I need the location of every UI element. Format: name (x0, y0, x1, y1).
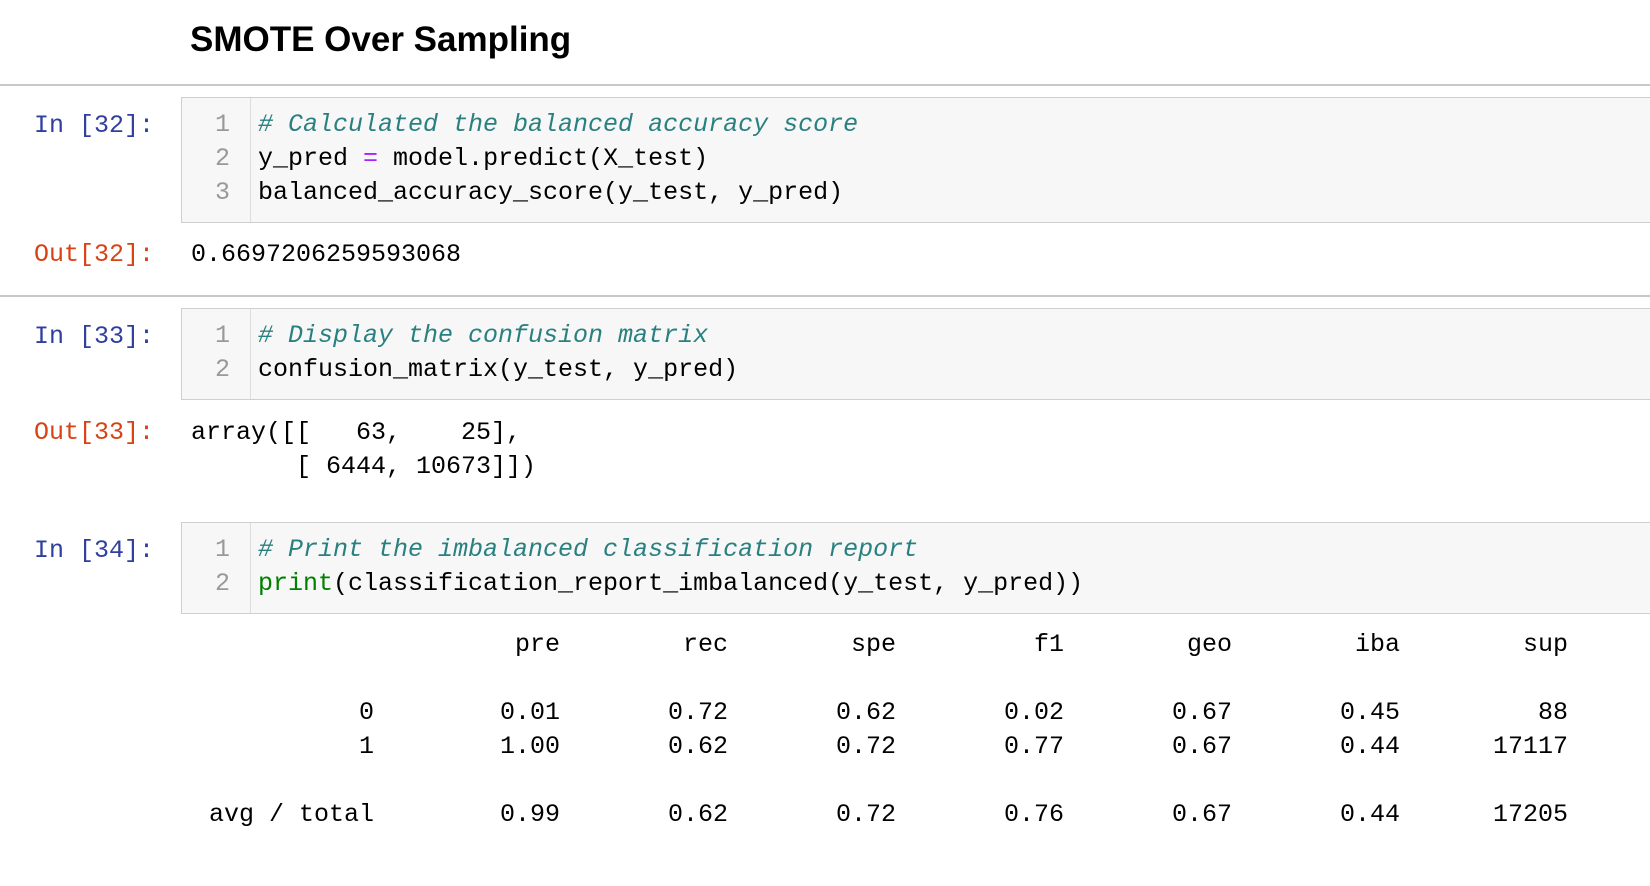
report-value: 0.02 (1003, 698, 1064, 727)
code-line: confusion_matrix(y_test, y_pred) (258, 355, 738, 384)
code-token: # Print the imbalanced classification re… (258, 535, 919, 564)
input-prompt: In [34]: (34, 536, 155, 565)
line-number: 3 (214, 178, 230, 207)
report-value: 0.99 (499, 800, 560, 829)
code-line: balanced_accuracy_score(y_test, y_pred) (258, 178, 843, 207)
report-value: 0.67 (1171, 800, 1232, 829)
report-value: 0.62 (667, 732, 728, 761)
report-header: rec (682, 630, 728, 659)
line-number: 1 (214, 110, 230, 139)
code-token: y_pred (258, 144, 364, 173)
code-cell: 1 2 # Display the confusion matrix confusio… (181, 308, 1650, 400)
report-header: geo (1186, 630, 1232, 659)
code-cell: 1 2 # Print the imbalanced classification … (181, 522, 1650, 614)
code-token: print (258, 569, 334, 598)
report-header: iba (1354, 630, 1400, 659)
report-header: sup (1522, 630, 1568, 659)
report-value: 0.01 (499, 698, 560, 727)
output-line: array([[ 63, 25], (191, 418, 522, 447)
report-value: 0.72 (835, 732, 896, 761)
report-value: 0.67 (1171, 698, 1232, 727)
gutter (182, 309, 251, 399)
report-value: 0.44 (1339, 800, 1400, 829)
code-line: # Calculated the balanced accuracy score (258, 110, 858, 139)
line-number: 2 (214, 355, 230, 384)
report-value: 88 (1537, 698, 1568, 727)
code-line: y_pred = model.predict(X_test) (258, 144, 708, 173)
heading: SMOTE Over Sampling (190, 20, 572, 59)
separator (0, 84, 1650, 86)
output-prompt: Out[33]: (34, 418, 155, 447)
report-value: 0.62 (835, 698, 896, 727)
output-line: [ 6444, 10673]]) (191, 452, 537, 481)
input-prompt: In [33]: (34, 322, 155, 351)
report-value: 0.67 (1171, 732, 1232, 761)
code-token: balanced_accuracy_score(y_test, y_pred) (258, 178, 844, 207)
report-header: f1 (1033, 630, 1064, 659)
code-line: # Print the imbalanced classification re… (258, 535, 918, 564)
report-value: 1.00 (499, 732, 560, 761)
report-row-label: 0 (358, 698, 374, 727)
code-token: # Display the confusion matrix (258, 321, 709, 350)
report-value: 0.44 (1339, 732, 1400, 761)
report-value: 17205 (1492, 800, 1568, 829)
code-token: # Calculated the balanced accuracy score (258, 110, 859, 139)
code-token: confusion_matrix(y_test, y_pred) (258, 355, 739, 384)
report-value: 17117 (1492, 732, 1568, 761)
line-number: 1 (214, 535, 230, 564)
code-token: (classification_report_imbalanced(y_test… (333, 569, 1084, 598)
input-prompt: In [32]: (34, 111, 155, 140)
line-number: 2 (214, 144, 230, 173)
code-cell: 1 2 3 # Calculated the balanced accuracy sc… (181, 97, 1650, 223)
output-prompt: Out[32]: (34, 240, 155, 269)
report-value: 0.45 (1339, 698, 1400, 727)
report-header: spe (850, 630, 896, 659)
code-line: # Display the confusion matrix (258, 321, 708, 350)
report-value: 0.77 (1003, 732, 1064, 761)
code-token: model.predict(X_test) (378, 144, 709, 173)
report-header: pre (514, 630, 560, 659)
output-line: 0.6697206259593068 (191, 240, 462, 269)
gutter (182, 98, 251, 222)
report-value: 0.72 (835, 800, 896, 829)
report-value: 0.76 (1003, 800, 1064, 829)
separator (0, 295, 1650, 297)
report-row-label: 1 (358, 732, 374, 761)
report-row-label: avg / total (208, 800, 374, 829)
code-token: = (363, 144, 379, 173)
code-line: print(classification_report_imbalanced(y… (258, 569, 1083, 598)
report-value: 0.72 (667, 698, 728, 727)
gutter (182, 523, 251, 613)
line-number: 1 (214, 321, 230, 350)
line-number: 2 (214, 569, 230, 598)
report-value: 0.62 (667, 800, 728, 829)
